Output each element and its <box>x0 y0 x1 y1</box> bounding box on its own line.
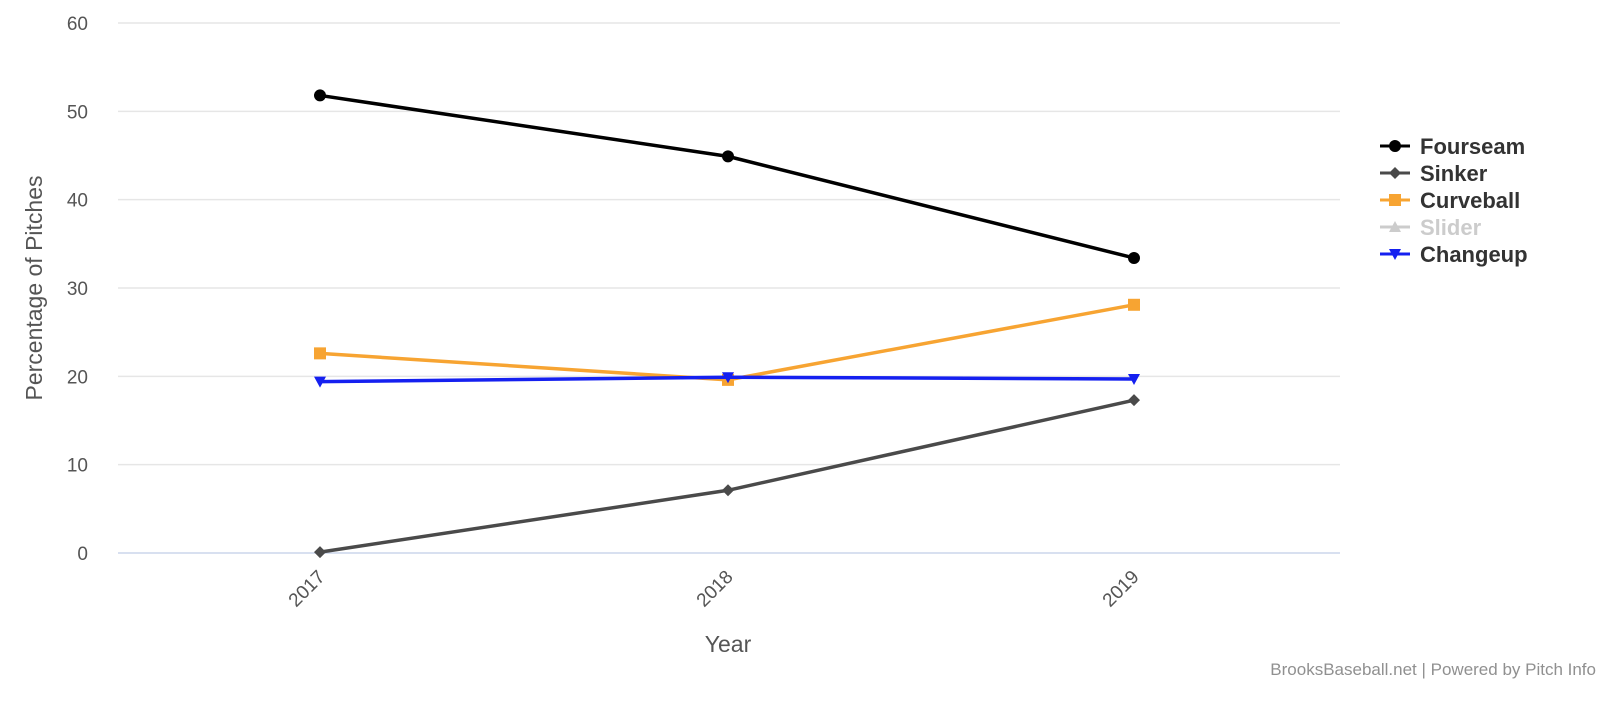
legend-item-fourseam[interactable]: Fourseam <box>1380 134 1525 159</box>
data-point[interactable] <box>314 546 326 559</box>
series-line <box>318 398 1136 554</box>
y-axis-title: Percentage of Pitches <box>21 175 47 400</box>
legend-item-sinker[interactable]: Sinker <box>1380 161 1488 186</box>
series-line <box>318 303 1136 382</box>
legend-symbol[interactable] <box>1389 249 1401 260</box>
x-axis-title: Year <box>705 631 752 657</box>
series-sinker <box>314 394 1140 559</box>
x-tick-label: 2019 <box>1099 567 1144 612</box>
legend-label: Slider <box>1420 215 1482 240</box>
x-tick-label: 2017 <box>285 567 330 612</box>
y-tick-label: 10 <box>67 456 88 477</box>
data-point[interactable] <box>314 347 326 360</box>
data-point[interactable] <box>1128 394 1140 407</box>
data-point[interactable] <box>722 372 734 384</box>
series-layer <box>314 89 1140 559</box>
data-point[interactable] <box>1128 298 1140 311</box>
y-tick-label: 20 <box>67 367 88 388</box>
y-tick-label: 40 <box>67 191 88 212</box>
legend-symbol[interactable] <box>1389 140 1401 152</box>
series-line <box>318 93 1136 260</box>
data-point[interactable] <box>1128 251 1140 264</box>
legend-item-changeup[interactable]: Changeup <box>1380 242 1528 267</box>
credits-text[interactable]: BrooksBaseball.net | Powered by Pitch In… <box>1270 660 1596 679</box>
legend-symbol[interactable] <box>1389 194 1401 206</box>
data-point[interactable] <box>722 150 734 163</box>
grid-lines <box>118 22 1340 554</box>
legend-label: Changeup <box>1420 242 1528 267</box>
legend-label: Fourseam <box>1420 134 1525 159</box>
y-tick-label: 60 <box>67 14 88 35</box>
y-tick-label: 50 <box>67 102 88 123</box>
legend-label: Curveball <box>1420 188 1520 213</box>
data-point[interactable] <box>1128 373 1140 385</box>
y-axis-ticks: 0 10 20 30 40 50 60 <box>67 14 88 565</box>
data-point[interactable] <box>314 376 326 388</box>
data-point[interactable] <box>722 484 734 497</box>
series-changeup <box>314 372 1140 388</box>
legend-item-curveball[interactable]: Curveball <box>1380 188 1520 213</box>
series-fourseam <box>314 89 1140 264</box>
data-point[interactable] <box>314 89 326 102</box>
legend-symbol[interactable] <box>1389 167 1401 179</box>
y-tick-label: 0 <box>77 544 88 565</box>
legend-item-slider[interactable]: Slider <box>1380 215 1482 240</box>
y-tick-label: 30 <box>67 279 88 300</box>
x-axis-ticks: 2017 2018 2019 <box>285 567 1144 612</box>
legend-label: Sinker <box>1420 161 1488 186</box>
x-tick-label: 2018 <box>693 567 738 612</box>
legend-symbol[interactable] <box>1389 221 1401 232</box>
